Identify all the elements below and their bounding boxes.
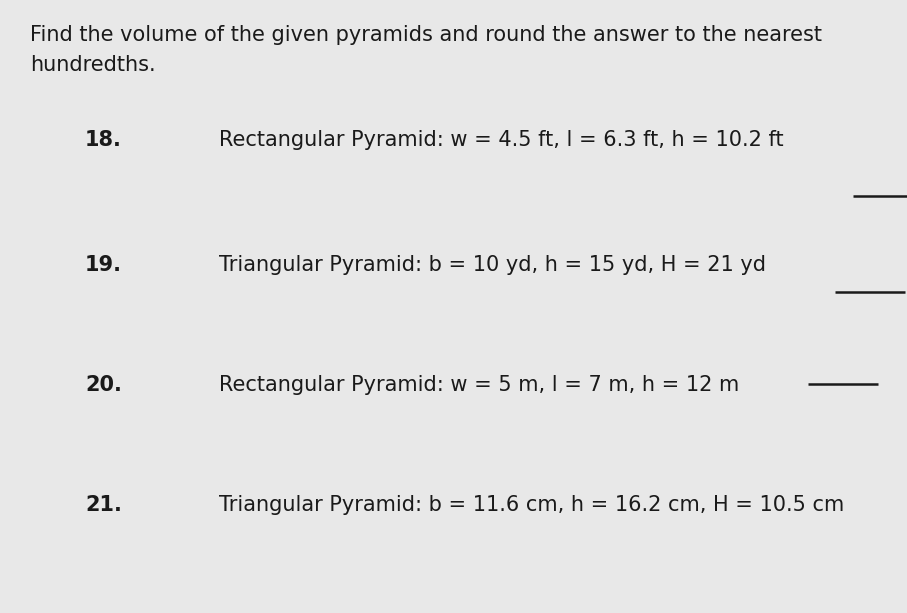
Text: Rectangular Pyramid: w = 5 m, l = 7 m, h = 12 m: Rectangular Pyramid: w = 5 m, l = 7 m, h… (219, 375, 739, 395)
Text: hundredths.: hundredths. (30, 55, 156, 75)
Text: Triangular Pyramid: b = 11.6 cm, h = 16.2 cm, H = 10.5 cm: Triangular Pyramid: b = 11.6 cm, h = 16.… (219, 495, 844, 515)
Text: 21.: 21. (85, 495, 122, 515)
Text: Find the volume of the given pyramids and round the answer to the nearest: Find the volume of the given pyramids an… (30, 25, 822, 45)
Text: 18.: 18. (85, 130, 122, 150)
Text: Triangular Pyramid: b = 10 yd, h = 15 yd, H = 21 yd: Triangular Pyramid: b = 10 yd, h = 15 yd… (219, 255, 766, 275)
Text: Rectangular Pyramid: w = 4.5 ft, l = 6.3 ft, h = 10.2 ft: Rectangular Pyramid: w = 4.5 ft, l = 6.3… (219, 130, 784, 150)
Text: 20.: 20. (85, 375, 122, 395)
Text: 19.: 19. (85, 255, 122, 275)
